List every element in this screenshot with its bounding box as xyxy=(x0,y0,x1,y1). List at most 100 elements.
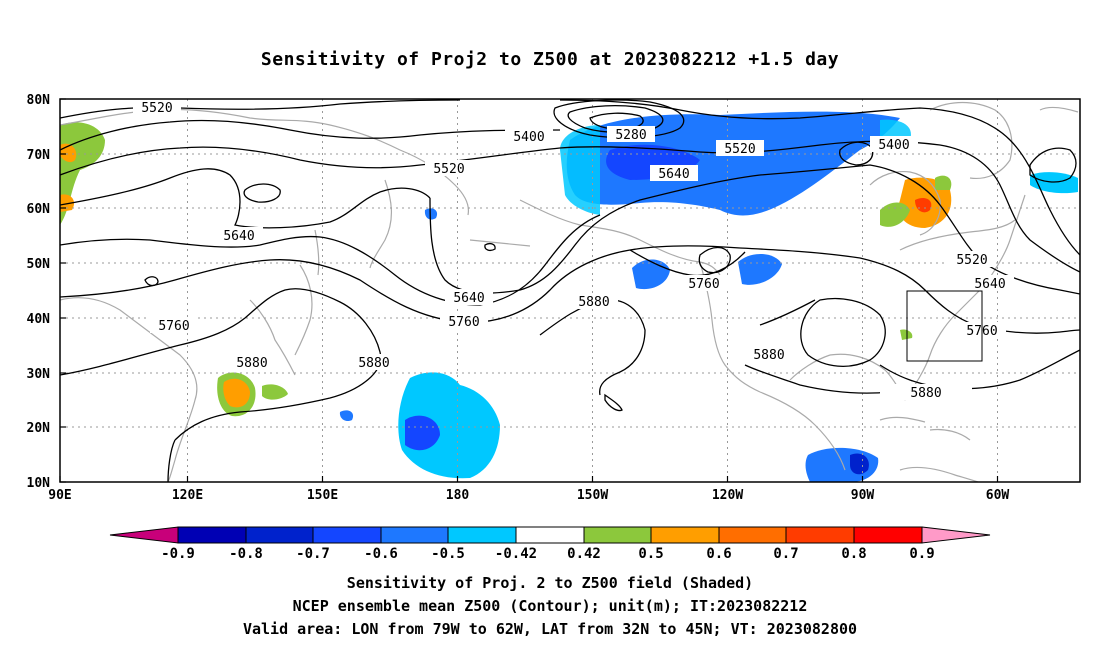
colorbar-segment xyxy=(177,526,247,544)
svg-text:5520: 5520 xyxy=(956,253,987,268)
contour-label: 5880 xyxy=(350,354,398,371)
colorbar-label: -0.7 xyxy=(296,546,330,562)
lon-label: 120W xyxy=(712,488,743,503)
contour-line xyxy=(698,246,731,274)
colorbar-labels: -0.9 -0.8 -0.7 -0.6 -0.5 -0.42 0.42 0.5 … xyxy=(161,546,935,562)
colorbar-label: 0.42 xyxy=(567,546,601,562)
axis-ticks xyxy=(59,98,999,483)
contour-line xyxy=(144,276,159,287)
contour-label: 5520 xyxy=(948,251,996,268)
coast-aleutians xyxy=(469,239,531,247)
colorbar-segment xyxy=(853,526,923,544)
contour-label: 5280 xyxy=(607,126,655,143)
z500-contours xyxy=(60,99,1080,482)
footer-line-1: Sensitivity of Proj. 2 to Z500 field (Sh… xyxy=(346,574,754,592)
colorbar-label: 0.6 xyxy=(706,546,731,562)
contour-line xyxy=(759,164,1080,295)
contour-labels: 5520 5400 5280 5520 5520 5400 5640 5640 … xyxy=(133,99,1014,401)
contour-line xyxy=(559,99,1080,256)
contour-line xyxy=(553,99,685,139)
colorbar-segment xyxy=(312,526,382,544)
colorbar-segment xyxy=(718,526,787,544)
svg-text:5880: 5880 xyxy=(358,356,389,371)
coast-alaska xyxy=(519,199,721,276)
shade-blue-nepac-2 xyxy=(738,253,782,285)
svg-text:5640: 5640 xyxy=(974,277,1005,292)
lon-label: 90E xyxy=(48,488,71,503)
svg-text:5400: 5400 xyxy=(513,130,544,145)
contour-label: 5640 xyxy=(445,289,493,306)
shade-blue-atlantic xyxy=(1030,172,1078,194)
colorbar-segment xyxy=(380,526,449,544)
lat-label: 70N xyxy=(27,148,51,163)
svg-text:5640: 5640 xyxy=(223,229,254,244)
svg-text:5520: 5520 xyxy=(724,142,755,157)
contour-label: 5760 xyxy=(440,313,488,330)
coast-korea-japan xyxy=(249,264,313,376)
contour-label: 5640 xyxy=(966,275,1014,292)
colorbar xyxy=(109,526,991,544)
contour-label: 5640 xyxy=(215,227,263,244)
contour-line xyxy=(744,364,891,394)
contour-line xyxy=(60,119,561,151)
lat-label: 60N xyxy=(27,202,51,217)
shade-darkblue-central-pac xyxy=(405,415,440,451)
contour-line xyxy=(759,299,1080,390)
shade-green-japan-2 xyxy=(262,384,288,400)
contour-line xyxy=(699,140,1080,273)
svg-text:5400: 5400 xyxy=(878,138,909,153)
colorbar-label: -0.9 xyxy=(161,546,195,562)
contour-label: 5640 xyxy=(650,165,698,182)
svg-text:5760: 5760 xyxy=(448,315,479,330)
lat-label: 10N xyxy=(27,476,51,491)
contour-label: 5880 xyxy=(570,293,618,310)
lat-label: 30N xyxy=(27,367,51,382)
contour-line xyxy=(800,297,886,367)
contour-label: 5400 xyxy=(505,128,553,145)
contour-line xyxy=(60,168,431,229)
footer-line-3: Valid area: LON from 79W to 62W, LAT fro… xyxy=(242,620,858,638)
svg-text:5880: 5880 xyxy=(578,295,609,310)
lon-label: 150W xyxy=(577,488,608,503)
lon-label: 150E xyxy=(307,488,338,503)
colorbar-label: -0.6 xyxy=(364,546,398,562)
svg-text:5520: 5520 xyxy=(433,162,464,177)
shade-lightblue-arctic xyxy=(560,119,911,215)
colorbar-label: -0.42 xyxy=(495,546,537,562)
lon-label: 90W xyxy=(851,488,875,503)
colorbar-label: 0.5 xyxy=(638,546,663,562)
coast-sakhalin xyxy=(314,229,320,276)
lat-label: 50N xyxy=(27,257,51,272)
shade-blue-nepac-1 xyxy=(632,259,670,290)
shade-small-blue-2 xyxy=(339,410,354,422)
lon-labels: 90E 120E 150E 180 150W 120W 90W 60W xyxy=(48,488,1009,503)
lat-label: 40N xyxy=(27,312,51,327)
svg-text:5280: 5280 xyxy=(615,128,646,143)
contour-label: 5760 xyxy=(150,317,198,334)
colorbar-segment-max xyxy=(921,526,991,544)
shade-red-canada xyxy=(915,198,932,213)
contour-label: 5520 xyxy=(133,99,181,116)
contour-line xyxy=(60,146,701,176)
coast-greenland xyxy=(929,101,1013,180)
contour-line xyxy=(429,174,761,294)
coast-south-america xyxy=(899,466,979,482)
shade-darkblue-caribbean xyxy=(850,453,869,475)
contour-label: 5760 xyxy=(680,275,728,292)
shade-blue-central-pac xyxy=(398,372,500,479)
shade-green-canada xyxy=(880,175,952,227)
lat-label: 20N xyxy=(27,421,51,436)
coast-mexico xyxy=(759,354,846,471)
shade-orange-westpac xyxy=(60,143,77,212)
contour-line xyxy=(60,214,601,306)
contour-label: 5880 xyxy=(880,384,972,401)
svg-text:5880: 5880 xyxy=(910,386,941,401)
map-gridlines xyxy=(60,99,1080,482)
lon-label: 120E xyxy=(172,488,203,503)
coast-kamchatka xyxy=(369,179,392,269)
colorbar-segment-min xyxy=(109,526,179,544)
lon-label: 60W xyxy=(986,488,1010,503)
colorbar-segment xyxy=(447,526,517,544)
chart-title: Sensitivity of Proj2 to Z500 at 20230822… xyxy=(260,49,840,70)
